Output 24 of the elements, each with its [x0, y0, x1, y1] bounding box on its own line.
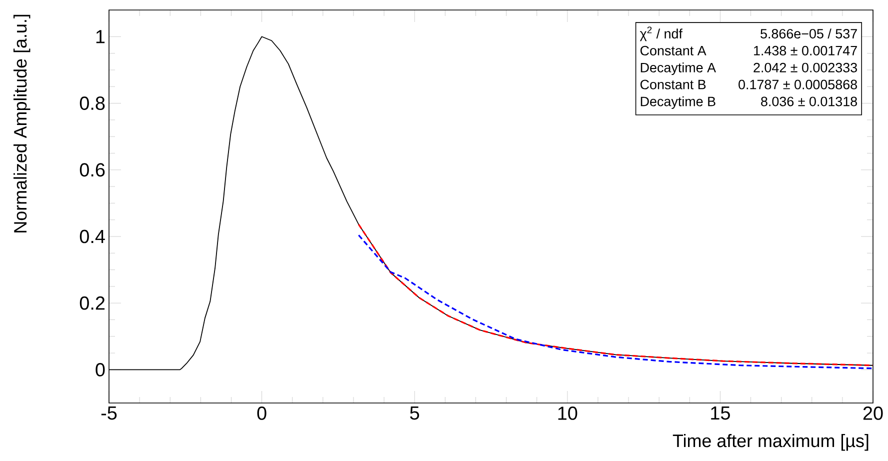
- annotation: Decaytime B: [640, 96, 716, 109]
- x-tick-label: 20: [863, 406, 883, 420]
- y-axis-title: Normalized Amplitude [a.u.]: [14, 14, 30, 232]
- y-tick-label: 1: [96, 30, 105, 44]
- x-tick-label: 15: [711, 406, 730, 420]
- y-tick-label: 0.2: [80, 296, 105, 310]
- y-tick-label: 0.4: [80, 230, 105, 244]
- x-axis-title: Time after maximum [µs]: [672, 434, 868, 451]
- x-tick-label: 0: [257, 406, 266, 420]
- x-tick-label: 10: [558, 406, 578, 420]
- x-tick-label: -5: [101, 406, 117, 420]
- y-tick-label: 0: [96, 362, 105, 376]
- y-tick-label: 0.6: [80, 163, 105, 177]
- annotation: 8.036 ± 0.01318: [761, 96, 857, 106]
- annotation: 2.042 ± 0.002333: [754, 62, 857, 72]
- annotation: 1.438 ± 0.001747: [754, 46, 857, 56]
- annotation: Constant A: [640, 46, 706, 56]
- annotation: Constant B: [640, 80, 706, 90]
- x-tick-label: 5: [410, 406, 420, 420]
- annotation: 0.1787 ± 0.0005868: [738, 80, 857, 90]
- annotation: 5.866e−05 / 537: [760, 28, 857, 38]
- annotation: Decaytime A: [640, 62, 716, 76]
- y-tick-label: 0.8: [80, 96, 105, 110]
- annotation: χ$^{2}$ / ndf: [640, 26, 682, 42]
